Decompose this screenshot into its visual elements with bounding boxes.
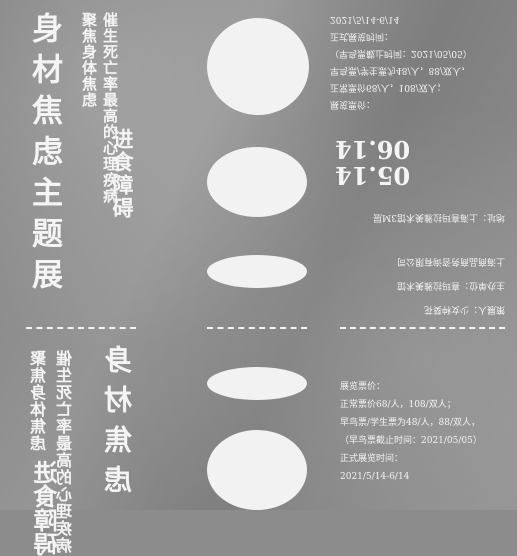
upper-price-normal: 正常票价68/人，108/双人； — [330, 82, 446, 92]
lower-time-range: 2021/5/14-6/14 — [340, 472, 410, 482]
main-title: 身材焦虑主题展 — [26, 12, 62, 299]
subtitle-line-3: 进食障碍 — [110, 128, 135, 220]
address-text: 地址：上海喜玛拉雅美术馆3M层 — [373, 212, 505, 222]
lower-ticket-info: 展览票价： 正常票价68/人，108/双人； 早鸟票/学生票为48/人，88/双… — [340, 378, 515, 486]
upper-price-heading: 展览票价： — [330, 99, 376, 109]
organizer-info: 策展人：少女种葵花 主办单位：喜玛拉雅美术馆 上海商品商务咨询有限公司 地址：上… — [330, 205, 505, 321]
upper-time-range: 2021/5/14-6/14 — [330, 14, 400, 24]
subtitle-line-1: 聚焦身体焦虑 — [80, 12, 98, 108]
ellipse-shape-5 — [207, 430, 307, 510]
date-start: 05.14 — [335, 161, 411, 190]
upper-price-early: 早鸟票/学生票为48/人，88/双人， — [330, 65, 471, 75]
lower-early-deadline: （早鸟票截止时间：2021/05/05） — [340, 436, 482, 446]
mirrored-title: 身材焦虑 — [103, 345, 136, 505]
ellipse-shape-2 — [207, 147, 307, 217]
ellipse-shape-4 — [207, 367, 307, 400]
lower-price-heading: 展览票价： — [340, 382, 386, 392]
lower-price-normal: 正常票价68/人，108/双人； — [340, 400, 456, 410]
date-end: 06.14 — [335, 135, 411, 164]
lower-time-heading: 正式展览时间： — [340, 454, 404, 464]
cohost-text: 上海商品商务咨询有限公司 — [396, 256, 505, 266]
mirrored-subtitle-line-3: 进食障碍 — [33, 460, 62, 556]
lower-price-early: 早鸟票/学生票为48/人，88/双人， — [340, 418, 481, 428]
ellipse-shape-1 — [207, 18, 309, 115]
divider-left — [26, 327, 136, 329]
divider-middle — [207, 327, 307, 329]
curator-text: 策展人：少女种葵花 — [423, 304, 505, 314]
exhibition-dates: 05.14 06.14 — [335, 135, 411, 190]
ellipse-shape-3 — [207, 255, 307, 288]
subtitle-line-2: 催生死亡率最高的心理疾病 — [101, 12, 119, 204]
divider-right — [340, 327, 505, 329]
upper-time-heading: 正式展览时间： — [330, 31, 394, 41]
mirrored-subtitle-line-1: 聚焦身体焦虑 — [30, 350, 49, 452]
host-text: 主办单位：喜玛拉雅美术馆 — [396, 280, 505, 290]
upper-ticket-info: 展览票价： 正常票价68/人，108/双人； 早鸟票/学生票为48/人，88/双… — [330, 10, 505, 112]
upper-early-deadline: （早鸟票截止时间：2021/05/05） — [330, 48, 472, 58]
